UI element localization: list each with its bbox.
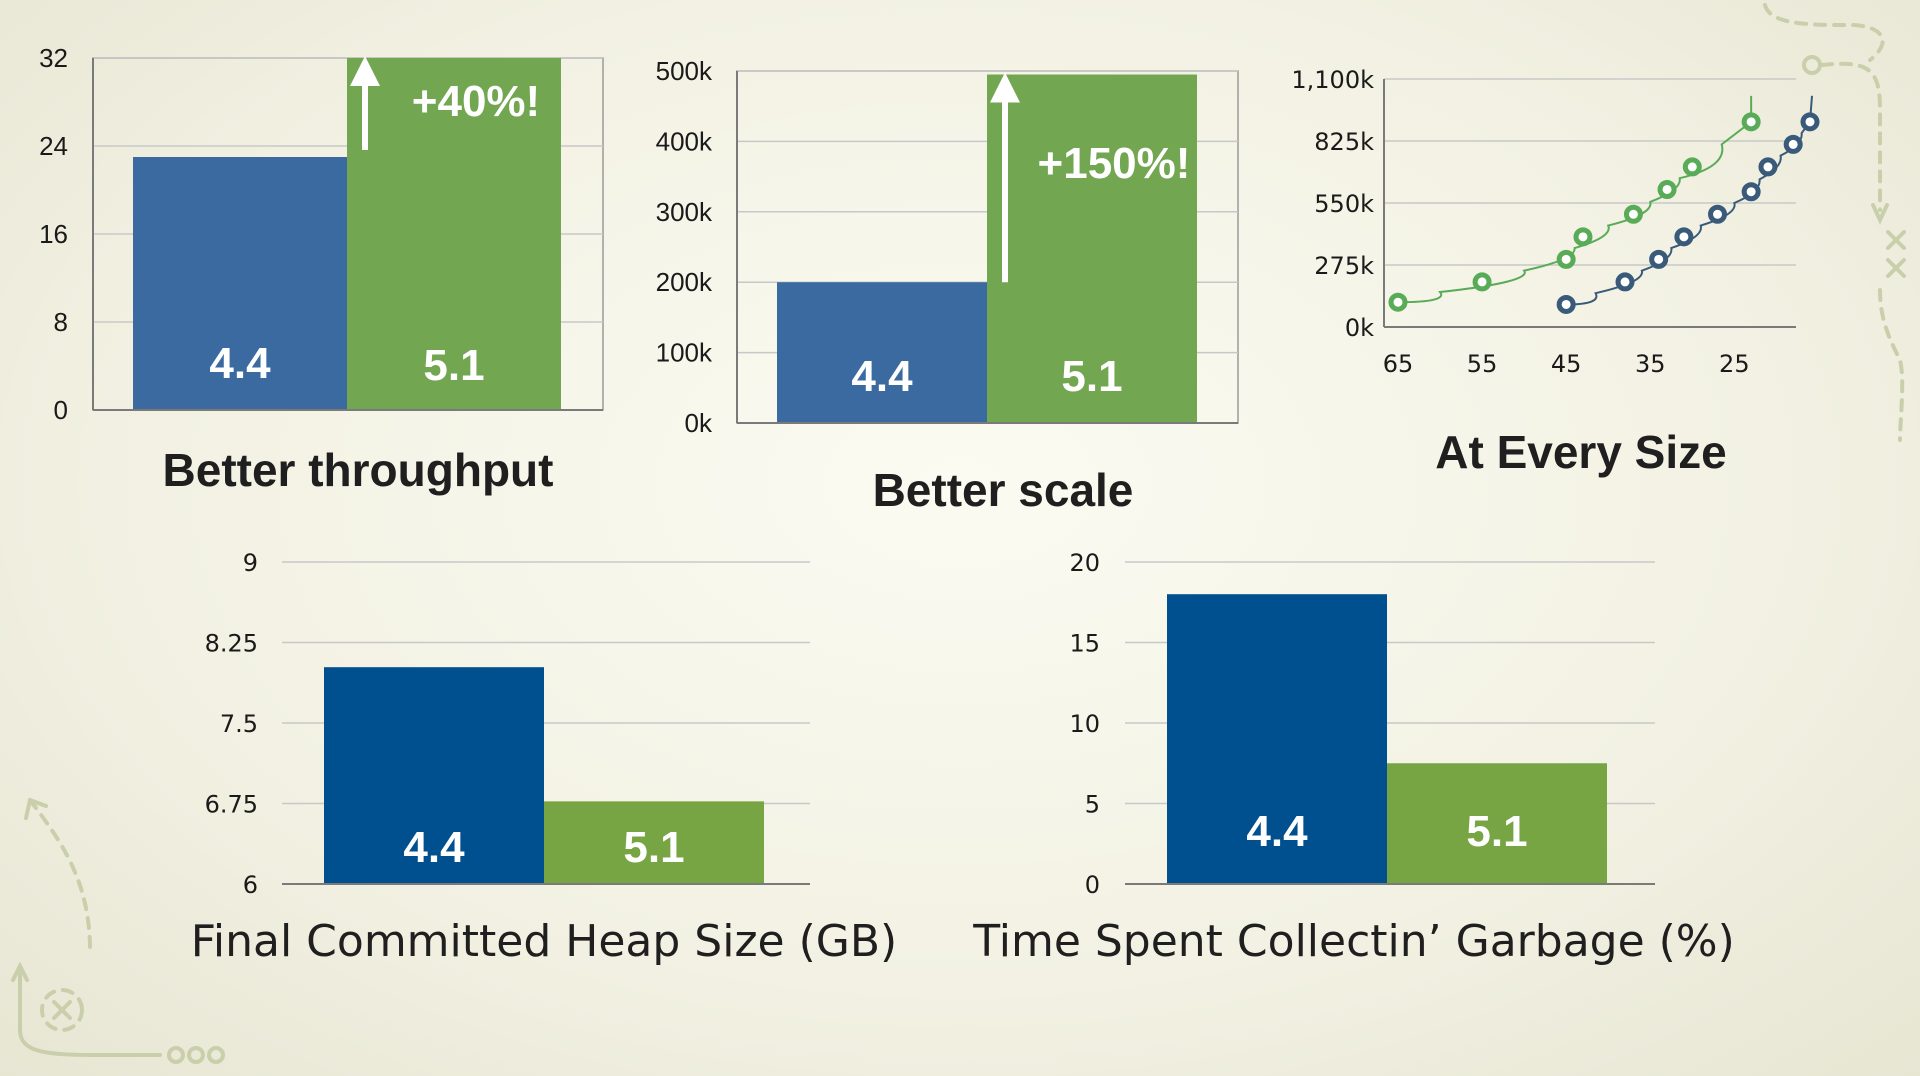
every-size-x-tick-label: 55 [1467,350,1498,378]
throughput-bar-label: 4.4 [209,339,271,388]
heap-bar-5-1 [544,801,764,884]
gc-time-bar-5-1 [1387,763,1607,884]
doodle-bottom-left [28,798,92,952]
doodle-arrow-up-icon [11,961,29,982]
doodle-ring-icon [40,988,84,1032]
throughput-increase-annotation: +40%! [412,77,540,126]
every-size-y-tick-label: 275k [1314,252,1374,280]
every-size-trendline-1 [1566,95,1813,306]
gc-time-y-tick-label: 10 [1069,710,1100,738]
throughput-y-tick-label: 16 [39,219,68,249]
decorative-doodles [11,3,1906,1064]
scale-bar-label: 4.4 [851,352,913,401]
scale-y-tick-label: 500k [656,56,713,86]
scale-bar-label: 5.1 [1061,352,1122,401]
throughput-bar-4-4 [133,157,347,410]
heap-y-tick-label: 6.75 [205,791,258,819]
doodle-x-icon [1886,230,1906,278]
throughput-y-tick-label: 24 [39,131,68,161]
doodle-arrow-icon [1871,203,1889,225]
throughput-y-tick-label: 8 [54,307,68,337]
every-size-point-series-1 [1649,249,1669,269]
every-size-y-tick-label: 0k [1345,314,1374,342]
every-size-point-series-1 [1741,182,1761,202]
every-size-point-series-1 [1758,157,1778,177]
every-size-point-series-0 [1741,112,1761,132]
heap-bar-label: 4.4 [403,823,465,872]
gc-time-y-tick-label: 5 [1085,791,1100,819]
gc-time-chart-title: Time Spent Collectin’ Garbage (%) [972,916,1735,967]
doodle-o2-icon [187,1046,205,1064]
scale-y-tick-label: 300k [656,197,713,227]
throughput-chart-title: Better throughput [163,444,554,496]
every-size-point-series-1 [1615,272,1635,292]
doodle-route-right-lower [1878,288,1905,442]
every-size-point-series-1 [1708,204,1728,224]
throughput-y-tick-label: 0 [54,395,68,425]
heap-chart: 6 6.75 7.5 8.25 9 4.4 5.1 [205,549,810,899]
every-size-point-series-0 [1472,272,1492,292]
gc-time-y-tick-label: 20 [1069,549,1100,577]
every-size-y-tick-label: 825k [1314,128,1374,156]
heap-y-tick-label: 9 [243,549,258,577]
scale-chart: 0k 100k 200k 300k 400k 500k 4.4 5.1 +150%! [656,56,1239,438]
every-size-x-tick-label: 45 [1551,350,1582,378]
gc-time-chart: 0 5 10 15 20 4.4 5.1 [1069,549,1655,899]
every-size-point-series-1 [1783,134,1803,154]
every-size-point-series-0 [1682,157,1702,177]
doodle-arrow-bl-icon [24,798,48,820]
every-size-y-tick-label: 550k [1314,190,1374,218]
heap-y-tick-label: 7.5 [220,710,258,738]
throughput-increase-arrow-icon [350,56,380,86]
doodle-o1-icon [167,1046,185,1064]
doodle-circle-icon [1802,55,1822,75]
gc-time-bar-label: 5.1 [1466,807,1527,856]
doodle-o3-icon [207,1046,225,1064]
doodle-route-bottom [18,968,162,1057]
every-size-point-series-0 [1573,227,1593,247]
every-size-x-tick-label: 65 [1383,350,1414,378]
scale-bar-4-4 [777,282,987,423]
gc-time-bar-4-4 [1167,594,1387,884]
every-size-point-series-1 [1674,227,1694,247]
throughput-y-tick-label: 32 [39,43,68,73]
doodle-top-right [1763,3,1885,62]
gc-time-bar-label: 4.4 [1246,807,1308,856]
throughput-bar-label: 5.1 [423,341,484,390]
scale-bar-5-1 [987,74,1197,424]
scale-y-tick-label: 400k [656,126,713,156]
scale-y-tick-label: 100k [656,338,713,368]
gc-time-y-tick-label: 15 [1069,630,1100,658]
throughput-bar-5-1 [347,58,561,410]
every-size-point-series-0 [1657,179,1677,199]
heap-chart-title: Final Committed Heap Size (GB) [191,916,897,967]
every-size-point-series-0 [1556,249,1576,269]
gc-time-y-tick-label: 0 [1085,871,1100,899]
scale-chart-title: Better scale [873,464,1134,516]
every-size-point-series-1 [1800,112,1820,132]
every-size-point-series-0 [1388,292,1408,312]
every-size-x-tick-label: 35 [1635,350,1666,378]
every-size-point-series-1 [1556,294,1576,314]
scale-y-tick-label: 0k [685,408,713,438]
throughput-chart: 0 8 16 24 32 4.4 5.1 +40%! [39,43,604,425]
heap-y-tick-label: 6 [243,871,258,899]
every-size-chart-title: At Every Size [1435,426,1726,478]
heap-bar-label: 5.1 [623,823,684,872]
doodle-route-right [1820,61,1882,212]
every-size-y-tick-label: 1,100k [1291,66,1374,94]
heap-y-tick-label: 8.25 [205,630,258,658]
every-size-x-tick-label: 25 [1719,350,1750,378]
scale-increase-arrow-icon [990,72,1020,103]
heap-bar-4-4 [324,667,544,884]
scale-increase-annotation: +150%! [1038,139,1191,188]
scale-y-tick-label: 200k [656,267,713,297]
every-size-chart: 0k 275k 550k 825k 1,100k 65 55 45 35 25 [1291,66,1820,378]
every-size-point-series-0 [1623,204,1643,224]
every-size-trendline-0 [1397,95,1753,304]
doodle-x2-icon [52,1000,72,1020]
